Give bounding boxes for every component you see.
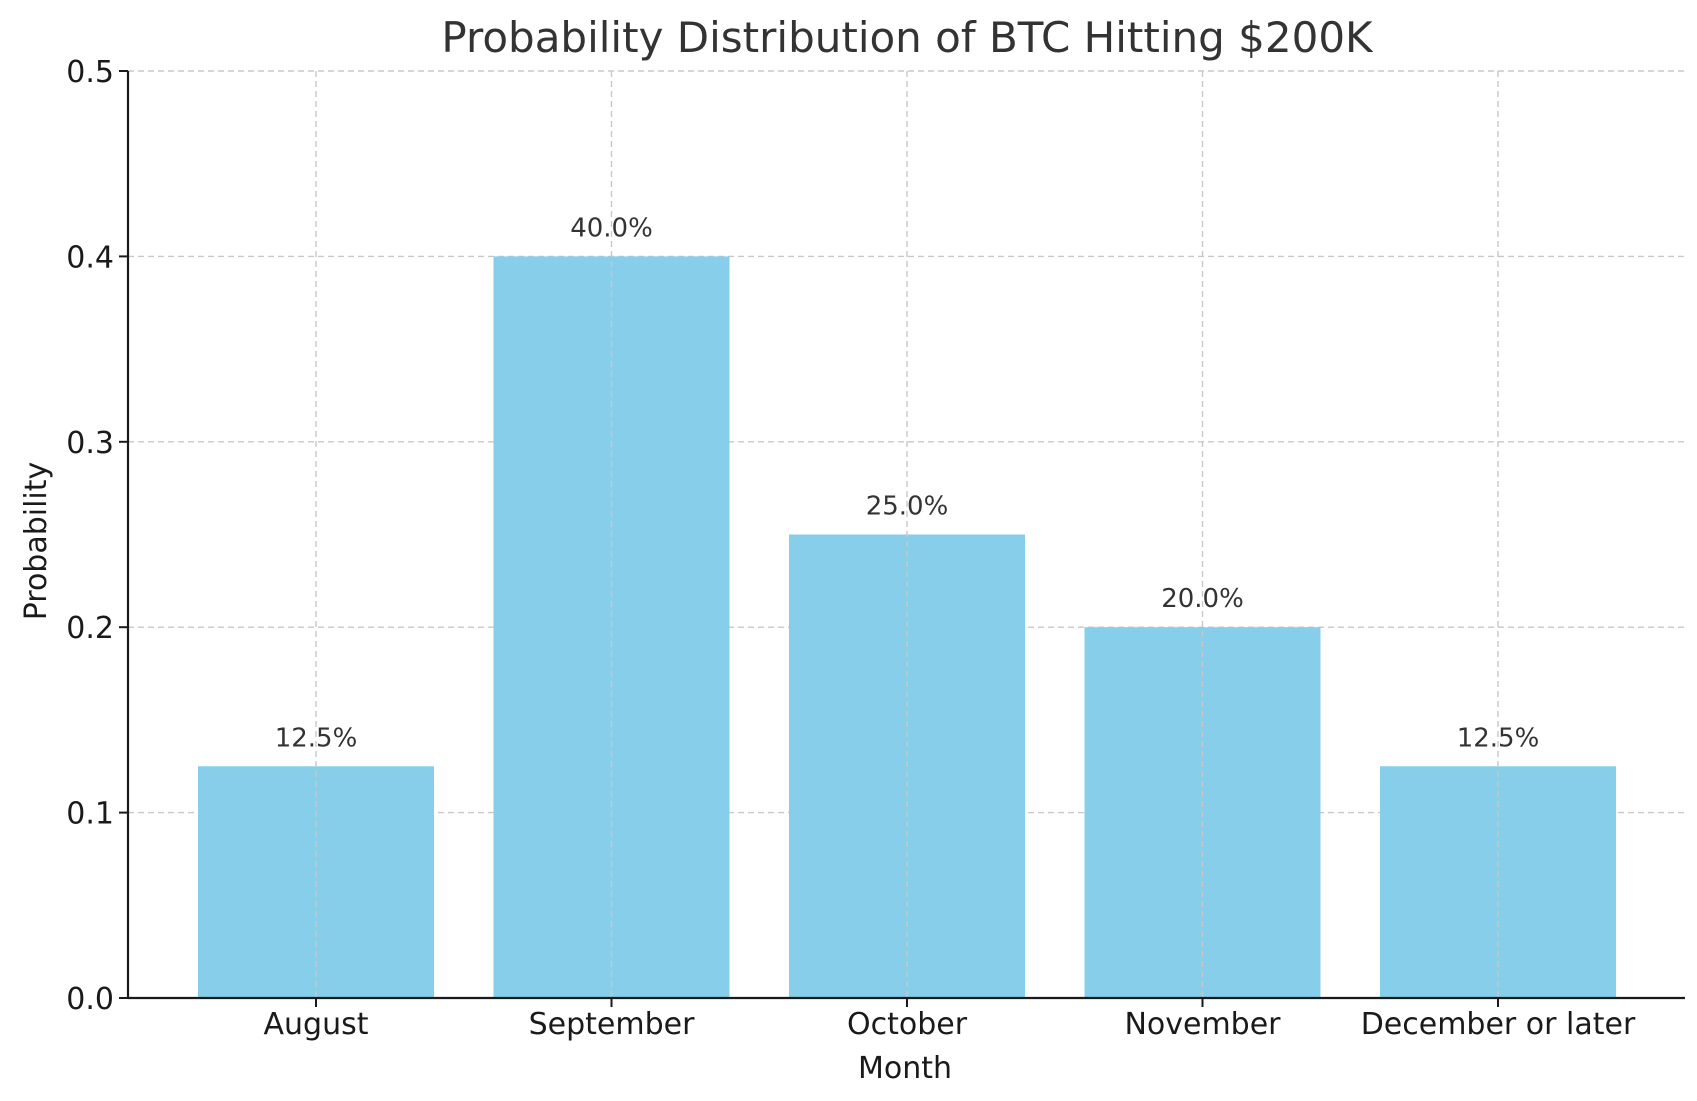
- x-tick-label-3: November: [1124, 1007, 1281, 1042]
- data-label-0: 12.5%: [275, 723, 358, 753]
- y-tick-label-4: 0.4: [66, 240, 114, 275]
- data-label-3: 20.0%: [1161, 584, 1244, 614]
- y-tick-label-5: 0.5: [66, 55, 114, 90]
- y-tick-label-0: 0.0: [66, 982, 114, 1017]
- y-axis-label: Probability: [19, 462, 54, 621]
- ticks: 0.0 0.1 0.2 0.3 0.4 0.5 August September October…: [66, 55, 1636, 1042]
- x-tick-label-0: August: [264, 1007, 369, 1042]
- data-label-1: 40.0%: [570, 213, 653, 243]
- chart-title: Probability Distribution of BTC Hitting …: [441, 13, 1374, 62]
- data-labels: 12.5% 40.0% 25.0% 20.0% 12.5%: [275, 213, 1540, 753]
- x-tick-label-4: December or later: [1361, 1007, 1636, 1042]
- x-tick-label-1: September: [529, 1007, 695, 1042]
- vertical-grid-lines: [315, 71, 1499, 998]
- y-tick-label-2: 0.2: [66, 611, 114, 646]
- y-tick-label-3: 0.3: [66, 426, 114, 461]
- x-tick-label-2: October: [847, 1007, 968, 1042]
- data-label-2: 25.0%: [866, 492, 949, 522]
- y-tick-label-1: 0.1: [66, 797, 114, 832]
- data-label-4: 12.5%: [1457, 723, 1540, 753]
- x-axis-label: Month: [858, 1051, 952, 1086]
